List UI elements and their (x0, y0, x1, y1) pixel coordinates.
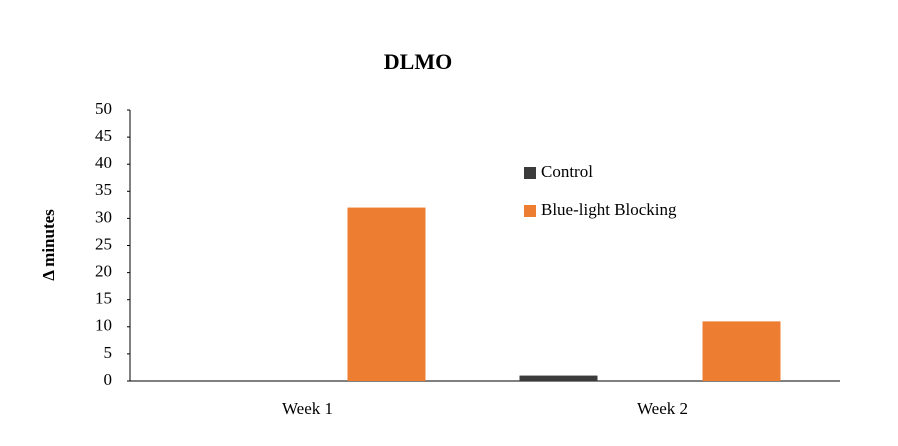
y-axis-label: Δ minutes (39, 209, 58, 281)
y-tick-label: 15 (95, 289, 112, 308)
y-tick-label: 35 (95, 180, 112, 199)
y-tick-label: 40 (95, 153, 112, 172)
legend-label: Blue-light Blocking (541, 200, 677, 219)
bar (702, 321, 781, 381)
y-tick-label: 45 (95, 126, 112, 145)
legend-label: Control (541, 162, 593, 181)
y-tick-label: 25 (95, 234, 112, 253)
y-tick-label: 10 (95, 316, 112, 335)
y-tick-label: 0 (104, 370, 113, 389)
y-tick-label: 5 (104, 343, 113, 362)
y-tick-label: 20 (95, 262, 112, 281)
x-tick-label: Week 2 (637, 399, 688, 418)
x-tick-label: Week 1 (282, 399, 333, 418)
legend-swatch (524, 167, 536, 179)
y-tick-label: 30 (95, 207, 112, 226)
chart-title: DLMO (384, 49, 452, 74)
legend-swatch (524, 205, 536, 217)
y-tick-label: 50 (95, 99, 112, 118)
bar (347, 207, 426, 381)
bar (519, 375, 598, 381)
